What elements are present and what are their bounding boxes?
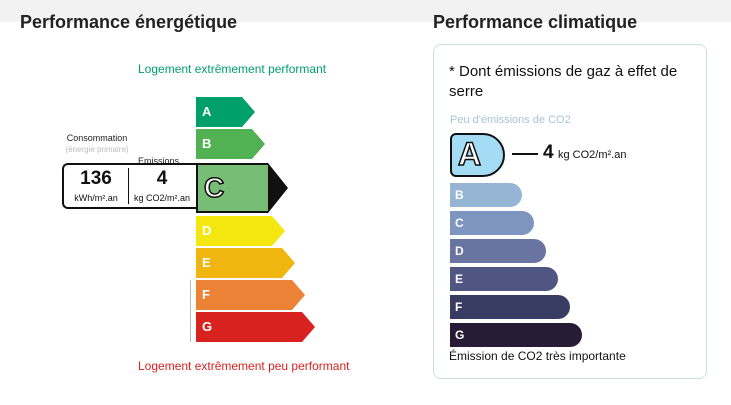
emissions-label: Emissions xyxy=(138,156,180,166)
ges-note: * Dont émissions de gaz à effet de serre xyxy=(449,63,678,100)
dpe-bottom-label: Logement extrêmement peu performant xyxy=(138,359,350,373)
ges-bar-g: G xyxy=(450,323,582,347)
ges-pointer-line xyxy=(512,153,538,155)
ges-top-label: Peu d'émissions de CO2 xyxy=(450,114,571,126)
dpe-bar-b: B xyxy=(196,129,265,159)
ges-letter-a: A xyxy=(457,135,482,173)
ges-unit: kg CO2/m².an xyxy=(558,149,627,161)
ges-bar-d: D xyxy=(450,239,546,263)
dpe-letter-b: B xyxy=(202,136,212,151)
ges-letter-b: B xyxy=(455,188,464,202)
dpe-active-class: C xyxy=(196,163,288,213)
ges-letter-g: G xyxy=(455,328,465,342)
dpe-title: Performance énergétique xyxy=(20,12,238,32)
ges-letter-c: C xyxy=(455,216,464,230)
ges-value: 4 xyxy=(543,142,554,163)
emissions-value: 4 xyxy=(156,168,168,189)
ges-active-class: A xyxy=(450,133,505,177)
consumption-sublabel: (énergie primaire) xyxy=(65,145,129,154)
dpe-bar-g: G xyxy=(196,312,315,342)
ges-title: Performance climatique xyxy=(433,12,638,32)
ges-bar-b: B xyxy=(450,183,522,207)
dpe-bar-f: F xyxy=(196,280,305,310)
divider xyxy=(190,280,191,342)
consumption-unit: kWh/m².an xyxy=(74,193,118,203)
dpe-letter-a: A xyxy=(202,104,212,119)
dpe-value-box xyxy=(62,163,196,209)
dpe-bar-e: E xyxy=(196,248,295,278)
dpe-letter-e: E xyxy=(202,255,211,270)
top-strip xyxy=(0,0,731,22)
dpe-top-label: Logement extrêmement performant xyxy=(138,62,327,76)
ges-letter-f: F xyxy=(455,300,463,314)
ges-bottom-label: Émission de CO2 très importante xyxy=(449,349,626,363)
dpe-letter-c: C xyxy=(203,171,225,204)
consumption-value: 136 xyxy=(80,168,112,189)
dpe-bar-d: D xyxy=(196,216,285,246)
consumption-label: Consommation xyxy=(66,133,128,143)
ges-letter-d: D xyxy=(455,244,464,258)
emissions-unit: kg CO2/m².an xyxy=(133,193,191,203)
dpe-letter-f: F xyxy=(202,287,210,302)
ges-bar-e: E xyxy=(450,267,558,291)
ges-bar-f: F xyxy=(450,295,570,319)
dpe-letter-d: D xyxy=(202,223,212,238)
divider xyxy=(128,168,129,204)
dpe-letter-g: G xyxy=(202,319,213,334)
dpe-bar-a: A xyxy=(196,97,255,127)
ges-letter-e: E xyxy=(455,272,464,286)
ges-bar-c: C xyxy=(450,211,534,235)
